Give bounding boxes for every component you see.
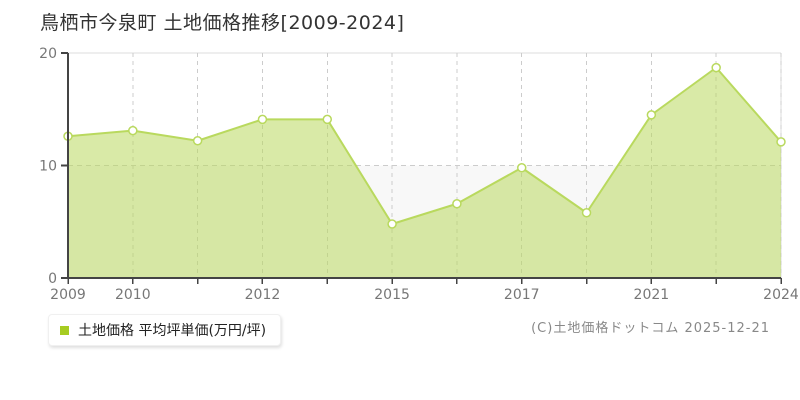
x-tick-label: 2021	[634, 287, 670, 303]
x-tick-label: 2009	[50, 287, 86, 303]
x-tick-label: 2012	[245, 287, 281, 303]
legend: 土地価格 平均坪単価(万円/坪)	[48, 314, 282, 346]
data-point	[452, 199, 462, 209]
y-axis-ticks: 0 10 20	[39, 46, 68, 287]
x-tick-label: 2024	[763, 287, 799, 303]
legend-series-label: 土地価格 平均坪単価(万円/坪)	[78, 323, 267, 339]
x-axis-ticks: 2009 2010 2012 2015 2017 2021 2024	[50, 278, 799, 303]
line-series	[67, 66, 782, 225]
x-tick-label: 2017	[504, 287, 540, 303]
data-point	[646, 110, 657, 120]
area-series	[68, 67, 781, 278]
data-point	[128, 125, 138, 136]
legend-series-marker-icon	[60, 325, 69, 335]
data-point	[192, 136, 203, 146]
x-tick-label: 2010	[115, 287, 151, 303]
y-tick-label: 20	[39, 46, 57, 62]
data-point	[322, 114, 333, 125]
data-point	[711, 62, 721, 73]
data-point	[581, 208, 592, 218]
copyright-note: (C)土地価格ドットコム 2025-12-21	[531, 321, 770, 336]
data-points	[63, 62, 786, 229]
y-tick-label: 0	[48, 271, 57, 287]
y-tick-label: 10	[39, 159, 57, 175]
page-title: 鳥栖市今泉町 土地価格推移[2009-2024]	[40, 12, 405, 34]
data-point	[516, 163, 527, 173]
data-point	[776, 137, 786, 147]
data-point	[387, 219, 397, 229]
x-tick-label: 2015	[374, 287, 410, 303]
data-point	[257, 114, 268, 125]
